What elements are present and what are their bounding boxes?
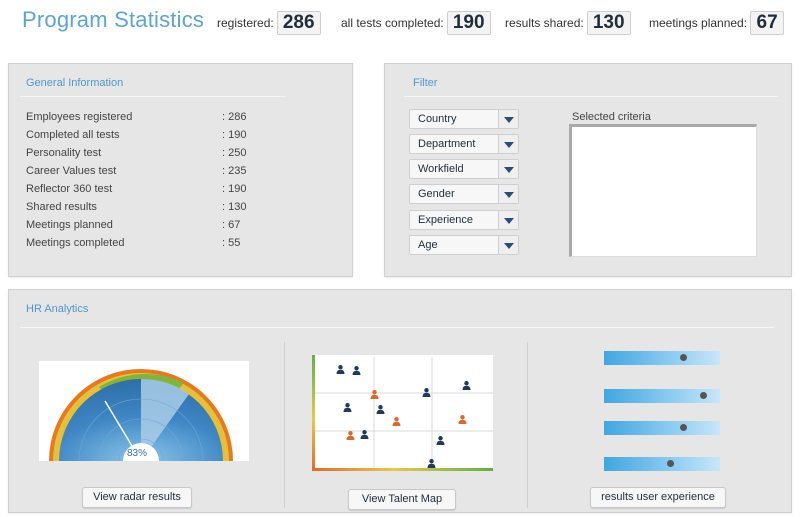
person-icon — [336, 361, 345, 379]
stat-registered: registered: 286 — [217, 11, 321, 35]
info-label: Personality test — [26, 147, 102, 159]
info-value: : 250 — [222, 147, 247, 159]
info-label: Career Values test — [26, 165, 117, 177]
stat-results-shared: results shared: 130 — [505, 11, 631, 35]
selected-criteria-label: Selected criteria — [572, 111, 651, 123]
department-dropdown[interactable]: Department — [409, 134, 519, 154]
stat-value: 130 — [586, 11, 631, 35]
person-icon — [462, 377, 471, 395]
view-radar-results-button[interactable]: View radar results — [82, 487, 192, 508]
chevron-down-icon[interactable] — [498, 135, 518, 153]
person-icon — [436, 432, 445, 450]
experience-dropdown[interactable]: Experience — [409, 210, 519, 230]
age-dropdown[interactable]: Age — [409, 235, 519, 255]
radar-chart-image — [49, 369, 233, 461]
info-value: : 190 — [222, 183, 247, 195]
person-icon — [346, 427, 355, 445]
dropdown-label: Gender — [418, 188, 455, 200]
info-label: Employees registered — [26, 111, 133, 123]
divider — [20, 327, 774, 328]
hr-analytics-title: HR Analytics — [26, 303, 89, 315]
info-row: Completed all tests : 190 — [26, 129, 266, 143]
stat-all-tests-completed: all tests completed: 190 — [341, 11, 491, 35]
dropdown-label: Department — [418, 138, 476, 150]
info-label: Meetings completed — [26, 237, 125, 249]
person-icon — [343, 399, 352, 417]
dropdown-label: Workfield — [418, 163, 464, 175]
stat-value: 286 — [276, 11, 321, 35]
stat-label: meetings planned: — [649, 16, 748, 30]
chevron-down-icon[interactable] — [498, 185, 518, 203]
person-icon — [427, 455, 436, 473]
experience-slider-4[interactable] — [604, 457, 720, 471]
view-talent-map-button[interactable]: View Talent Map — [348, 489, 456, 510]
info-row: Personality test : 250 — [26, 147, 266, 161]
stat-meetings-planned: meetings planned: 67 — [649, 11, 785, 35]
results-user-experience-button[interactable]: results user experience — [590, 487, 726, 508]
info-row: Meetings planned : 67 — [26, 219, 266, 233]
dropdown-label: Age — [418, 239, 438, 251]
chevron-down-icon[interactable] — [498, 110, 518, 128]
radar-center-value: 83% — [127, 448, 148, 459]
general-info-title: General Information — [26, 77, 124, 89]
person-icon — [352, 362, 361, 380]
info-value: : 286 — [222, 111, 247, 123]
stat-value: 67 — [750, 11, 785, 35]
info-value: : 55 — [222, 237, 241, 249]
info-label: Meetings planned — [26, 219, 113, 231]
person-icon — [422, 384, 431, 402]
stat-label: all tests completed: — [341, 16, 444, 30]
info-value: : 67 — [222, 219, 241, 231]
dropdown-label: Country — [418, 113, 457, 125]
talent-map-image — [312, 355, 493, 471]
person-icon — [370, 386, 379, 404]
slider-knob[interactable] — [699, 392, 707, 399]
general-info-panel — [8, 63, 353, 277]
experience-slider-2[interactable] — [604, 389, 720, 403]
stat-label: registered: — [217, 16, 274, 30]
info-row: Shared results : 130 — [26, 201, 266, 215]
stat-value: 190 — [446, 11, 491, 35]
divider — [527, 342, 528, 508]
experience-slider-3[interactable] — [604, 421, 720, 435]
info-label: Reflector 360 test — [26, 183, 113, 195]
divider — [284, 342, 285, 508]
dropdown-label: Experience — [418, 214, 474, 226]
chevron-down-icon[interactable] — [498, 236, 518, 254]
page-title: Program Statistics — [22, 7, 205, 32]
person-icon — [392, 413, 401, 431]
person-icon — [360, 426, 369, 444]
experience-slider-1[interactable] — [604, 351, 720, 365]
divider — [20, 96, 285, 97]
talent-map-thumbnail[interactable] — [312, 355, 493, 471]
divider — [404, 96, 778, 97]
person-icon — [376, 401, 385, 419]
info-row: Career Values test : 235 — [26, 165, 266, 179]
workfield-dropdown[interactable]: Workfield — [409, 159, 519, 179]
info-value: : 130 — [222, 201, 247, 213]
info-label: Completed all tests — [26, 129, 120, 141]
slider-knob[interactable] — [680, 424, 688, 431]
gender-dropdown[interactable]: Gender — [409, 184, 519, 204]
info-row: Meetings completed : 55 — [26, 237, 266, 251]
info-row: Employees registered : 286 — [26, 111, 266, 125]
person-icon — [458, 411, 467, 429]
stat-label: results shared: — [505, 16, 584, 30]
slider-knob[interactable] — [667, 460, 675, 467]
chevron-down-icon[interactable] — [498, 211, 518, 229]
selected-criteria-list[interactable] — [569, 124, 757, 257]
filter-title: Filter — [413, 77, 438, 89]
radar-thumbnail[interactable]: 83% — [39, 361, 249, 461]
info-value: : 235 — [222, 165, 247, 177]
chevron-down-icon[interactable] — [498, 160, 518, 178]
slider-knob[interactable] — [680, 354, 688, 361]
info-label: Shared results — [26, 201, 97, 213]
info-row: Reflector 360 test : 190 — [26, 183, 266, 197]
country-dropdown[interactable]: Country — [409, 109, 519, 129]
info-value: : 190 — [222, 129, 247, 141]
